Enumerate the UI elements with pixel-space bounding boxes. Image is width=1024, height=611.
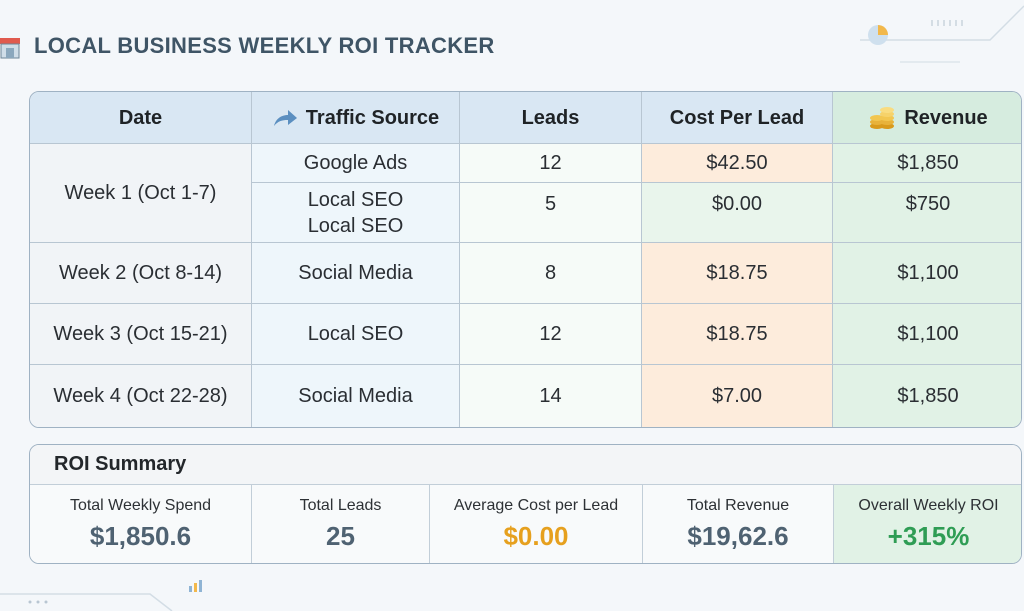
metric-value: $19,62.6: [687, 520, 789, 551]
metric-label: Total Revenue: [686, 496, 790, 514]
store-icon: [0, 38, 20, 59]
leads-cell: 14: [460, 365, 642, 427]
roi-summary-panel: ROI Summary Total Weekly Spend $1,850.6 …: [29, 444, 1022, 564]
metric-label: Overall Weekly ROI: [858, 496, 999, 514]
share-arrow-icon: [273, 109, 297, 126]
column-header-revenue-label: Revenue: [904, 106, 988, 129]
roi-table: Date Traffic Source Leads Cost Per Lead …: [29, 91, 1022, 428]
cost-per-lead-cell: $18.75: [642, 243, 833, 304]
metric-total-weekly-spend: Total Weekly Spend $1,850.6: [30, 485, 252, 563]
column-header-traffic-source[interactable]: Traffic Source: [252, 92, 460, 144]
metric-value: $1,850.6: [89, 520, 192, 551]
metric-value: +315%: [887, 520, 970, 551]
revenue-cell: $1,850: [833, 365, 1021, 427]
coin-stack-icon: [870, 106, 895, 129]
revenue-cell: $1,100: [833, 304, 1021, 365]
metric-label: Average Cost per Lead: [453, 496, 619, 514]
cost-per-lead-cell: $42.50: [642, 144, 833, 183]
traffic-source-line-1: Local SEO: [307, 188, 404, 211]
leads-cell: 8: [460, 243, 642, 304]
column-header-leads[interactable]: Leads: [460, 92, 642, 144]
traffic-source-cell: Social Media: [252, 365, 460, 427]
metric-value: $0.00: [503, 520, 569, 551]
bar-chart-icon: [189, 580, 202, 592]
pie-chart-icon: [868, 25, 888, 45]
roi-summary-title: ROI Summary: [30, 445, 1021, 485]
traffic-source-cell: Local SEO Local SEO: [252, 183, 460, 243]
traffic-source-cell: Google Ads: [252, 144, 460, 183]
column-header-revenue[interactable]: Revenue: [833, 92, 1021, 144]
traffic-source-line-2: Local SEO: [307, 214, 404, 237]
metric-overall-weekly-roi: Overall Weekly ROI +315%: [834, 485, 1021, 563]
cost-per-lead-cell: $18.75: [642, 304, 833, 365]
metric-value: 25: [326, 520, 355, 551]
leads-cell: 5: [460, 183, 642, 243]
week-3-date: Week 3 (Oct 15-21): [30, 304, 252, 365]
revenue-cell: $750: [833, 183, 1021, 243]
metric-average-cost-per-lead: Average Cost per Lead $0.00: [430, 485, 643, 563]
page-header: LOCAL BUSINESS WEEKLY ROI TRACKER: [0, 28, 495, 64]
column-header-date[interactable]: Date: [30, 92, 252, 144]
metric-label: Total Leads: [299, 496, 382, 514]
decorative-lines-bottom-left: [0, 593, 173, 611]
cost-per-lead-cell: $0.00: [642, 183, 833, 243]
revenue-cell: $1,100: [833, 243, 1021, 304]
week-4-date: Week 4 (Oct 22-28): [30, 365, 252, 427]
week-2-date: Week 2 (Oct 8-14): [30, 243, 252, 304]
column-header-cost-per-lead[interactable]: Cost Per Lead: [642, 92, 833, 144]
page-title: LOCAL BUSINESS WEEKLY ROI TRACKER: [34, 33, 495, 58]
traffic-source-cell: Social Media: [252, 243, 460, 304]
revenue-cell: $1,850: [833, 144, 1021, 183]
metric-label: Total Weekly Spend: [69, 496, 212, 514]
metric-total-leads: Total Leads 25: [252, 485, 430, 563]
traffic-source-cell: Local SEO: [252, 304, 460, 365]
column-header-traffic-source-label: Traffic Source: [305, 106, 440, 129]
metric-total-revenue: Total Revenue $19,62.6: [643, 485, 834, 563]
leads-cell: 12: [460, 144, 642, 183]
cost-per-lead-cell: $7.00: [642, 365, 833, 427]
leads-cell: 12: [460, 304, 642, 365]
decorative-lines-top-right: [860, 5, 1024, 63]
week-1-date: Week 1 (Oct 1-7): [30, 144, 252, 243]
